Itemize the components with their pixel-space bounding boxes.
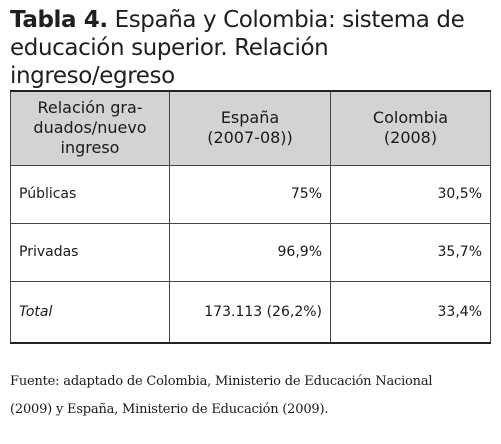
table-number: Tabla 4. [10,7,108,33]
row-label-publicas: Públicas [10,164,170,224]
data-table: Relación gra- duados/nuevo ingreso Españ… [10,90,491,344]
title-line-1: Tabla 4. España y Colombia: sistema de [10,6,495,34]
table-row-total: Total 173.113 (26,2%) 33,4% [10,280,491,344]
source-line-2: (2009) y España, Ministerio de Educación… [10,402,329,417]
cell-espana-privadas: 96,9% [169,222,331,282]
cell-colombia-publicas: 30,5% [330,164,491,224]
header-row: Relación gra- duados/nuevo ingreso Españ… [10,90,491,166]
cell-espana-publicas: 75% [169,164,331,224]
header-ratio: Relación gra- duados/nuevo ingreso [10,90,170,166]
header-colombia: Colombia (2008) [330,90,491,166]
table-row: Privadas 96,9% 35,7% [10,222,491,282]
header-espana: España (2007-08)) [169,90,331,166]
row-label-total: Total [10,280,170,344]
cell-colombia-privadas: 35,7% [330,222,491,282]
row-label-privadas: Privadas [10,222,170,282]
title-line-2: educación superior. Relación ingreso/egr… [10,35,329,89]
table-title: Tabla 4. España y Colombia: sistema de e… [10,6,495,90]
source-line-1: Fuente: adaptado de Colombia, Ministerio… [10,374,433,389]
table-row: Públicas 75% 30,5% [10,164,491,224]
cell-colombia-total: 33,4% [330,280,491,344]
source-note: Fuente: adaptado de Colombia, Ministerio… [10,368,495,424]
title-text-1: España y Colombia: sistema de [107,7,465,33]
cell-espana-total: 173.113 (26,2%) [169,280,331,344]
